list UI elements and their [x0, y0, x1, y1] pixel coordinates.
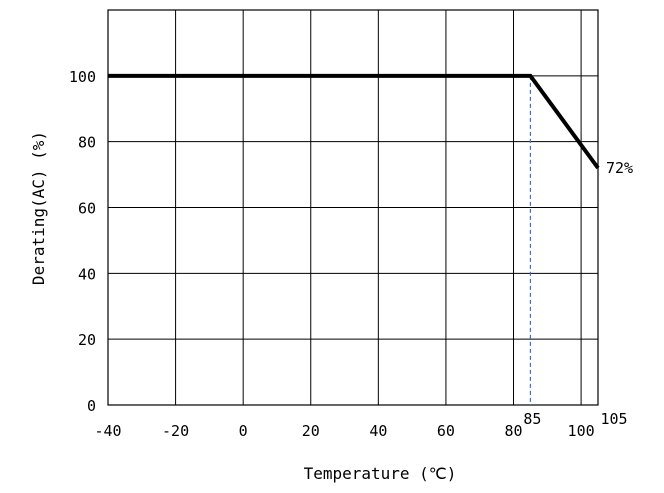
y-tick-label: 80: [78, 134, 96, 152]
y-tick-labels: 0 20 40 60 80 100: [69, 68, 96, 415]
y-tick-label: 0: [87, 397, 96, 415]
y-tick-label: 100: [69, 68, 96, 86]
x-axis-title: Temperature (℃): [304, 464, 457, 483]
y-tick-label: 20: [78, 331, 96, 349]
y-tick-label: 40: [78, 265, 96, 283]
annotations: 72% 85 105: [523, 159, 633, 428]
annotation-85: 85: [523, 410, 541, 428]
derating-curve: [108, 73, 600, 170]
x-tick-label: -20: [162, 422, 189, 440]
y-tick-label: 60: [78, 200, 96, 218]
x-tick-label: 0: [239, 422, 248, 440]
annotation-72-percent: 72%: [606, 159, 633, 177]
x-tick-label: 80: [504, 422, 522, 440]
annotation-105: 105: [600, 410, 627, 428]
y-axis-title: Derating(AC) (%): [29, 131, 48, 285]
x-tick-label: 20: [302, 422, 320, 440]
x-tick-label: 100: [568, 422, 595, 440]
x-tick-label: 40: [369, 422, 387, 440]
x-tick-label: 60: [437, 422, 455, 440]
plot-frame: [107, 9, 599, 406]
x-tick-label: -40: [94, 422, 121, 440]
x-tick-labels: -40 -20 0 20 40 60 80 100: [94, 422, 594, 440]
